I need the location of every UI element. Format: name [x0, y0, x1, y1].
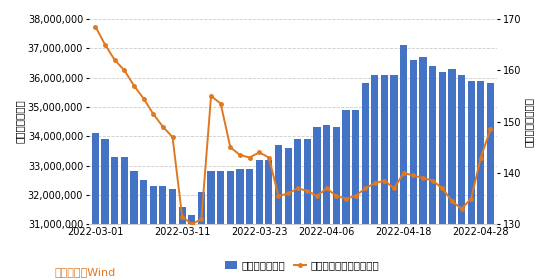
Bar	[477, 81, 484, 280]
Bar	[111, 157, 119, 280]
Bar	[343, 110, 350, 280]
Bar	[487, 83, 494, 280]
Bar	[92, 133, 99, 280]
Bar	[323, 125, 330, 280]
Bar	[390, 75, 397, 280]
Bar	[169, 189, 176, 280]
Bar	[140, 180, 147, 280]
Bar	[400, 45, 407, 280]
Text: 数据来源：Wind: 数据来源：Wind	[55, 267, 116, 277]
Bar	[439, 72, 446, 280]
Bar	[449, 69, 456, 280]
Bar	[208, 171, 215, 280]
Bar	[333, 127, 340, 280]
Y-axis label: 持股数量（股）: 持股数量（股）	[15, 100, 25, 143]
Bar	[246, 169, 253, 280]
Bar	[304, 139, 311, 280]
Bar	[159, 186, 166, 280]
Bar	[121, 157, 128, 280]
Bar	[313, 127, 321, 280]
Bar	[102, 139, 109, 280]
Bar	[130, 171, 138, 280]
Bar	[256, 160, 263, 280]
Bar	[381, 75, 388, 280]
Bar	[178, 207, 186, 280]
Bar	[275, 145, 282, 280]
Bar	[410, 60, 417, 280]
Bar	[294, 139, 301, 280]
Bar	[236, 169, 244, 280]
Bar	[188, 215, 195, 280]
Bar	[150, 186, 157, 280]
Bar	[227, 171, 234, 280]
Legend: 持股数量（股）, 收盘价（前复权）（右）: 持股数量（股）, 收盘价（前复权）（右）	[221, 256, 383, 275]
Bar	[429, 66, 436, 280]
Bar	[419, 57, 427, 280]
Bar	[265, 160, 272, 280]
Bar	[468, 81, 475, 280]
Bar	[217, 171, 225, 280]
Bar	[458, 75, 465, 280]
Y-axis label: 收盘价（前复权）: 收盘价（前复权）	[524, 97, 534, 147]
Bar	[284, 148, 292, 280]
Bar	[352, 110, 359, 280]
Bar	[371, 75, 378, 280]
Bar	[362, 83, 369, 280]
Bar	[198, 192, 205, 280]
